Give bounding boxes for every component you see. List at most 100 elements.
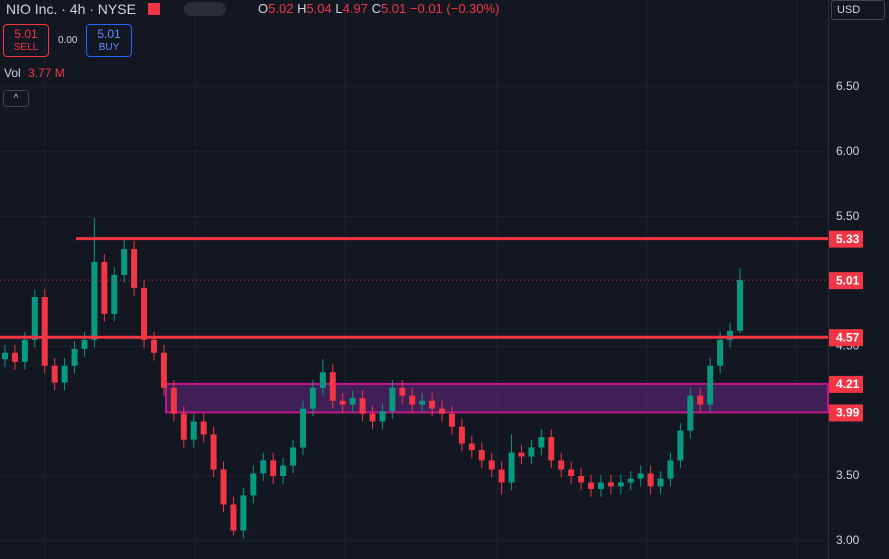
candle-body bbox=[637, 473, 644, 479]
candle-body bbox=[319, 372, 326, 388]
ohlc-legend: O5.02 H5.04 L4.97 C5.01 −0.01 (−0.30%) bbox=[258, 1, 500, 16]
candle-body bbox=[91, 261, 98, 340]
flag-icon[interactable] bbox=[147, 3, 160, 15]
candle-body bbox=[558, 460, 565, 470]
price-label-box bbox=[829, 329, 863, 347]
candle-body bbox=[101, 261, 108, 314]
candle-body bbox=[657, 478, 664, 487]
volume: Vol 3.77 M bbox=[4, 66, 65, 80]
candle-body bbox=[498, 469, 505, 483]
ohlc-value: 5.04 bbox=[306, 1, 332, 16]
indicator-toggle[interactable] bbox=[183, 2, 226, 16]
candle-body bbox=[379, 411, 386, 422]
candle-body bbox=[71, 348, 78, 366]
candle-body bbox=[240, 495, 247, 531]
candle-body bbox=[11, 352, 18, 362]
candle-body bbox=[707, 365, 714, 405]
candle-body bbox=[697, 395, 704, 405]
candle-body bbox=[568, 469, 575, 476]
candle-body bbox=[309, 387, 316, 409]
collapse-button[interactable]: ^ bbox=[3, 90, 29, 107]
candle-body bbox=[180, 413, 187, 440]
candle-body bbox=[170, 387, 177, 414]
candle-body bbox=[588, 482, 595, 489]
candle-body bbox=[439, 408, 446, 414]
price-label: 3.99 bbox=[836, 406, 860, 420]
candle-body bbox=[409, 395, 416, 405]
candle-body bbox=[607, 482, 614, 487]
price-label-box bbox=[829, 404, 863, 422]
candle-body bbox=[369, 413, 376, 422]
candle-body bbox=[41, 297, 48, 366]
ohlc-value: 4.97 bbox=[342, 1, 368, 16]
candle-body bbox=[61, 365, 68, 383]
candle-body bbox=[727, 330, 734, 340]
candle-body bbox=[141, 287, 148, 340]
candle-body bbox=[419, 400, 426, 405]
candle-body bbox=[597, 482, 604, 489]
candle-body bbox=[81, 339, 88, 349]
header: NIO Inc. · 4h · NYSE bbox=[6, 1, 226, 17]
candle-body bbox=[210, 434, 217, 470]
candle-body bbox=[717, 339, 724, 366]
y-tick-label: 6.00 bbox=[836, 144, 860, 158]
sell-button[interactable]: 5.01 SELL bbox=[3, 24, 49, 57]
candle-body bbox=[250, 473, 257, 496]
sell-price: 5.01 bbox=[14, 27, 38, 41]
candle-body bbox=[329, 372, 336, 401]
price-label: 4.21 bbox=[836, 377, 860, 391]
zone bbox=[165, 382, 829, 414]
candle-body bbox=[528, 447, 535, 457]
sell-label: SELL bbox=[13, 42, 39, 53]
candle-body bbox=[121, 249, 128, 275]
currency-button[interactable]: USD bbox=[831, 0, 885, 20]
buy-price: 5.01 bbox=[97, 27, 121, 41]
price-label-box bbox=[829, 375, 863, 393]
y-tick-label: 3.00 bbox=[836, 533, 860, 547]
price-label: 4.57 bbox=[836, 330, 860, 344]
y-tick-label: 6.50 bbox=[836, 79, 860, 93]
candle-body bbox=[448, 413, 455, 427]
ohlc-label: L bbox=[335, 1, 343, 16]
candle-body bbox=[280, 465, 287, 476]
volume-label: Vol bbox=[4, 66, 21, 80]
buy-button[interactable]: 5.01 BUY bbox=[86, 24, 132, 57]
candle-body bbox=[518, 452, 525, 457]
candle-body bbox=[160, 352, 167, 388]
ohlc-label: H bbox=[297, 1, 307, 16]
candle-body bbox=[488, 460, 495, 470]
candle-body bbox=[299, 408, 306, 448]
candle-body bbox=[2, 352, 8, 360]
change: −0.01 (−0.30%) bbox=[409, 1, 500, 16]
candle-body bbox=[687, 395, 694, 431]
ohlc-value: 5.01 bbox=[380, 1, 407, 16]
candle-body bbox=[429, 400, 436, 409]
candle-body bbox=[31, 297, 38, 340]
price-label: 5.33 bbox=[836, 232, 860, 246]
candle-body bbox=[737, 280, 743, 331]
candle-body bbox=[389, 387, 396, 412]
candle-body bbox=[667, 460, 674, 479]
candle-body bbox=[220, 469, 227, 505]
candle-body bbox=[111, 274, 118, 314]
ohlc-label: C bbox=[371, 1, 381, 16]
buy-label: BUY bbox=[98, 42, 120, 53]
y-tick-label: 5.50 bbox=[836, 209, 860, 223]
ohlc-label: O bbox=[258, 1, 269, 16]
candle-body bbox=[647, 473, 654, 487]
candle-body bbox=[270, 460, 277, 476]
candle-body bbox=[131, 249, 138, 288]
symbol[interactable]: NIO Inc. · 4h · NYSE bbox=[6, 1, 136, 17]
candle-body bbox=[290, 447, 297, 466]
candle-body bbox=[230, 504, 237, 531]
volume-value: 3.77 M bbox=[28, 66, 65, 80]
candle-body bbox=[578, 475, 585, 483]
candle-body bbox=[51, 365, 58, 383]
ohlc-value: 5.02 bbox=[268, 1, 294, 16]
candle-body bbox=[399, 387, 406, 396]
candle-body bbox=[677, 430, 684, 461]
candle-body bbox=[617, 482, 624, 487]
candle-body bbox=[478, 450, 485, 461]
